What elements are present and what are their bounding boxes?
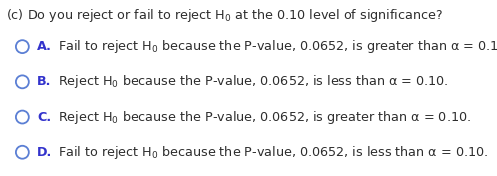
Text: Fail to reject H$_0$ because the P-value, 0.0652, is greater than α = 0.10.: Fail to reject H$_0$ because the P-value… xyxy=(50,38,497,55)
Text: A.: A. xyxy=(37,40,52,53)
Text: Reject H$_0$ because the P-value, 0.0652, is greater than α = 0.10.: Reject H$_0$ because the P-value, 0.0652… xyxy=(50,109,471,125)
Text: (c) Do you reject or fail to reject H$_0$ at the 0.10 level of significance?: (c) Do you reject or fail to reject H$_0… xyxy=(6,7,443,24)
Text: D.: D. xyxy=(37,146,53,159)
Text: B.: B. xyxy=(37,75,52,88)
Text: C.: C. xyxy=(37,111,51,124)
Text: Reject H$_0$ because the P-value, 0.0652, is less than α = 0.10.: Reject H$_0$ because the P-value, 0.0652… xyxy=(50,73,448,90)
Text: Fail to reject H$_0$ because the P-value, 0.0652, is less than α = 0.10.: Fail to reject H$_0$ because the P-value… xyxy=(50,144,488,161)
